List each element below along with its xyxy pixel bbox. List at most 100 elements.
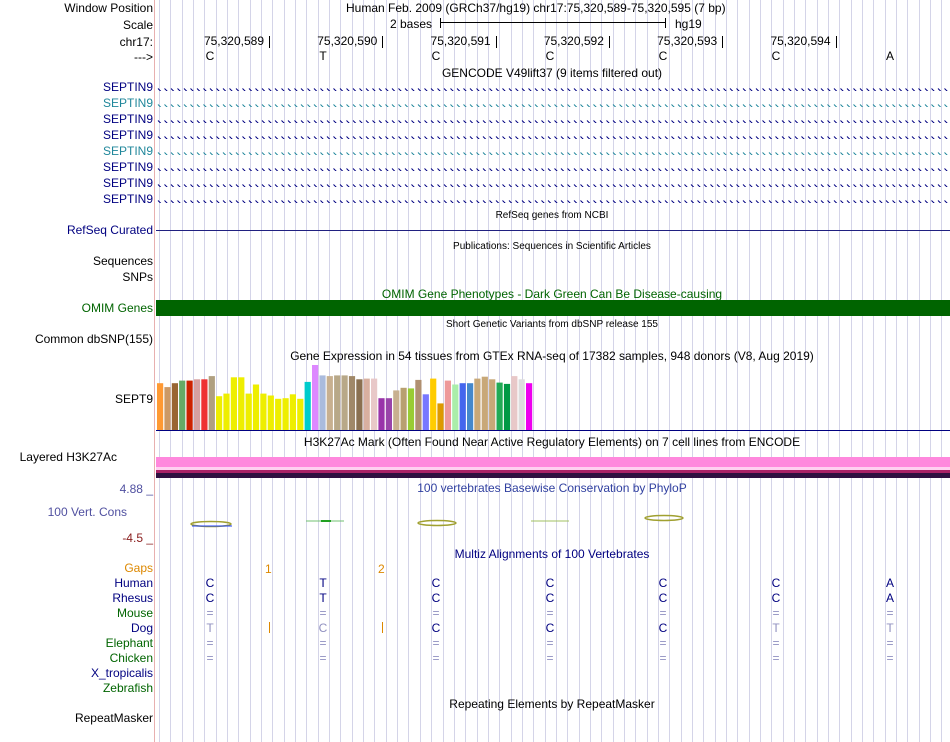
gtex-tissue-bar[interactable] [289, 394, 296, 431]
gtex-tissue-bar[interactable] [371, 378, 378, 430]
alignment-base: = [319, 606, 327, 620]
gtex-tissue-bar[interactable] [179, 380, 186, 430]
gtex-tissue-bar[interactable] [319, 375, 326, 430]
species-label[interactable]: Dog [130, 621, 153, 635]
snps-label[interactable]: SNPs [122, 270, 153, 284]
refseq-gene-line[interactable] [156, 230, 950, 231]
gencode-transcript[interactable] [156, 116, 950, 123]
species-label[interactable]: Mouse [116, 606, 153, 620]
sequences-label[interactable]: Sequences [92, 254, 153, 268]
gencode-item-label[interactable]: SEPTIN9 [102, 176, 153, 190]
gencode-transcript[interactable] [156, 148, 950, 155]
gtex-tissue-bar[interactable] [474, 378, 481, 430]
gtex-tissue-bar[interactable] [312, 365, 319, 430]
gtex-tissue-bar[interactable] [193, 379, 201, 430]
species-label[interactable]: Rhesus [112, 591, 153, 605]
species-label[interactable]: Zebrafish [102, 681, 153, 695]
gtex-tissue-bar[interactable] [393, 390, 400, 430]
gtex-tissue-bar[interactable] [260, 393, 267, 430]
gtex-tissue-bar[interactable] [511, 376, 518, 430]
species-label[interactable]: Human [114, 576, 153, 590]
gencode-transcript[interactable] [156, 100, 950, 107]
gtex-tissue-bar[interactable] [238, 377, 245, 430]
gtex-tissue-bar[interactable] [378, 398, 385, 430]
gtex-tissue-bar[interactable] [341, 375, 348, 430]
gtex-tissue-bar[interactable] [348, 376, 356, 430]
gtex-tissue-bar[interactable] [275, 398, 282, 430]
gtex-tissue-bar[interactable] [223, 393, 230, 430]
h3k27ac-layers[interactable] [156, 457, 950, 478]
omim-genes-label[interactable]: OMIM Genes [81, 301, 153, 315]
gtex-tissue-bar[interactable] [282, 398, 289, 430]
cons-title: 100 vertebrates Basewise Conservation by… [417, 481, 687, 495]
track-image[interactable] [156, 0, 950, 742]
gtex-tissue-bar[interactable] [304, 381, 311, 430]
alignment-base: A [885, 591, 895, 605]
gencode-item-label[interactable]: SEPTIN9 [102, 112, 153, 126]
gtex-tissue-bar[interactable] [252, 384, 260, 431]
gencode-transcript[interactable] [156, 180, 950, 187]
grid-line [862, 0, 864, 742]
gtex-tissue-bar[interactable] [526, 383, 533, 430]
alignment-base: T [772, 621, 780, 635]
gencode-transcript[interactable] [156, 164, 950, 171]
gencode-item-label[interactable]: SEPTIN9 [102, 80, 153, 94]
gtex-tissue-bar[interactable] [503, 383, 511, 430]
cons-label[interactable]: 100 Vert. Cons [47, 505, 127, 519]
gtex-tissue-bar[interactable] [267, 395, 274, 431]
repeatmasker-label[interactable]: RepeatMasker [74, 711, 153, 725]
gtex-tissue-bar[interactable] [422, 394, 429, 431]
gtex-tissue-bar[interactable] [444, 380, 451, 430]
h3k27ac-label[interactable]: Layered H3K27Ac [19, 450, 117, 464]
gtex-tissue-bar[interactable] [518, 379, 525, 430]
gtex-tissue-bar[interactable] [356, 379, 363, 430]
gtex-tissue-bar[interactable] [326, 376, 333, 430]
gencode-item-label[interactable]: SEPTIN9 [102, 192, 153, 206]
gencode-transcript[interactable] [156, 132, 950, 139]
gencode-transcript[interactable] [156, 84, 950, 91]
gtex-tissue-bar[interactable] [489, 379, 496, 430]
species-label[interactable]: Chicken [109, 651, 153, 665]
refseq-curated-label[interactable]: RefSeq Curated [66, 223, 153, 237]
cons-wiggle[interactable] [156, 510, 950, 534]
gencode-transcript[interactable] [156, 196, 950, 203]
gtex-tissue-bar[interactable] [208, 376, 215, 430]
gencode-item-label[interactable]: SEPTIN9 [102, 144, 153, 158]
gtex-tissue-bar[interactable] [363, 378, 370, 430]
scale-text: 2 bases [390, 17, 433, 31]
gtex-tissue-bar[interactable] [430, 378, 437, 430]
gtex-tissue-bar[interactable] [452, 384, 459, 431]
gtex-tissue-bar[interactable] [385, 398, 392, 430]
omim-bar[interactable] [156, 300, 950, 316]
gap-mark-2: 2 [378, 562, 385, 576]
species-label[interactable]: Elephant [105, 636, 153, 650]
gtex-tissue-bar[interactable] [201, 379, 208, 430]
gtex-tissue-bar[interactable] [459, 383, 466, 430]
gencode-item-label[interactable]: SEPTIN9 [102, 96, 153, 110]
gtex-tissue-bar[interactable] [407, 388, 415, 430]
gtex-tissue-bar[interactable] [467, 383, 474, 430]
gtex-tissue-bar[interactable] [400, 387, 407, 431]
gtex-tissue-bar[interactable] [230, 377, 237, 430]
gtex-tissue-bar[interactable] [245, 393, 252, 430]
gtex-tissue-bar[interactable] [171, 383, 178, 430]
species-label[interactable]: X_tropicalis [90, 666, 153, 680]
gtex-tissue-bar[interactable] [186, 380, 193, 430]
grid-line [918, 0, 920, 742]
alignment-base: = [886, 636, 894, 650]
gtex-tissue-bar[interactable] [437, 403, 444, 430]
gtex-bar-chart[interactable] [156, 365, 950, 431]
dbsnp-label[interactable]: Common dbSNP(155) [34, 332, 153, 346]
gtex-tissue-bar[interactable] [481, 376, 488, 430]
grid-line [453, 0, 455, 742]
gtex-tissue-bar[interactable] [334, 375, 341, 430]
gtex-tissue-bar[interactable] [164, 387, 171, 430]
gtex-tissue-bar[interactable] [415, 379, 422, 430]
gtex-tissue-bar[interactable] [157, 383, 164, 430]
gencode-item-label[interactable]: SEPTIN9 [102, 128, 153, 142]
gtex-tissue-bar[interactable] [216, 396, 223, 430]
gtex-tissue-bar[interactable] [297, 398, 304, 430]
gencode-item-label[interactable]: SEPTIN9 [102, 160, 153, 174]
gtex-gene-label[interactable]: SEPT9 [114, 392, 153, 406]
gtex-tissue-bar[interactable] [496, 382, 503, 430]
